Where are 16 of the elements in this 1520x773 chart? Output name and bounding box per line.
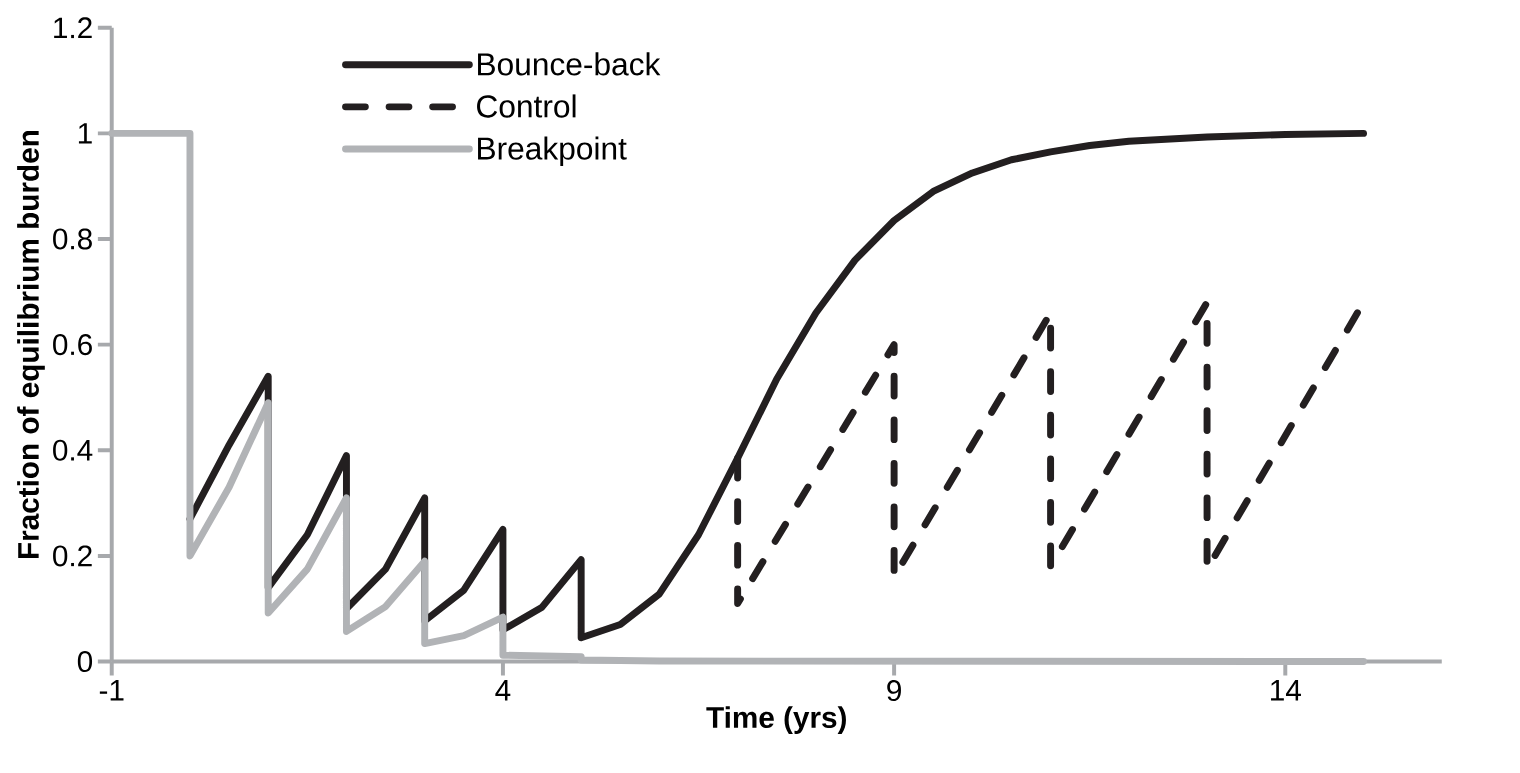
x-axis-title: Time (yrs) (706, 705, 846, 734)
x-tick-label: 14 (1271, 679, 1301, 701)
y-tick-label: 0.4 (53, 439, 93, 461)
x-tick-label: 4 (495, 679, 511, 701)
y-tick-label: 0 (77, 650, 93, 672)
x-tick-label: 9 (887, 679, 901, 701)
legend-label: Control (477, 94, 576, 118)
y-tick-label: 0.2 (53, 545, 92, 567)
y-axis-title: Fraction of equilibrium burden (17, 130, 45, 558)
legend-label: Breakpoint (478, 136, 627, 166)
x-tick-label: -1 (99, 679, 124, 701)
y-tick-label: 1.2 (54, 17, 92, 38)
y-tick-label: 1 (78, 122, 92, 144)
y-tick-label: 0.6 (53, 333, 92, 355)
legend-label: Bounce-back (478, 52, 661, 76)
y-tick-label: 0.8 (53, 228, 92, 250)
